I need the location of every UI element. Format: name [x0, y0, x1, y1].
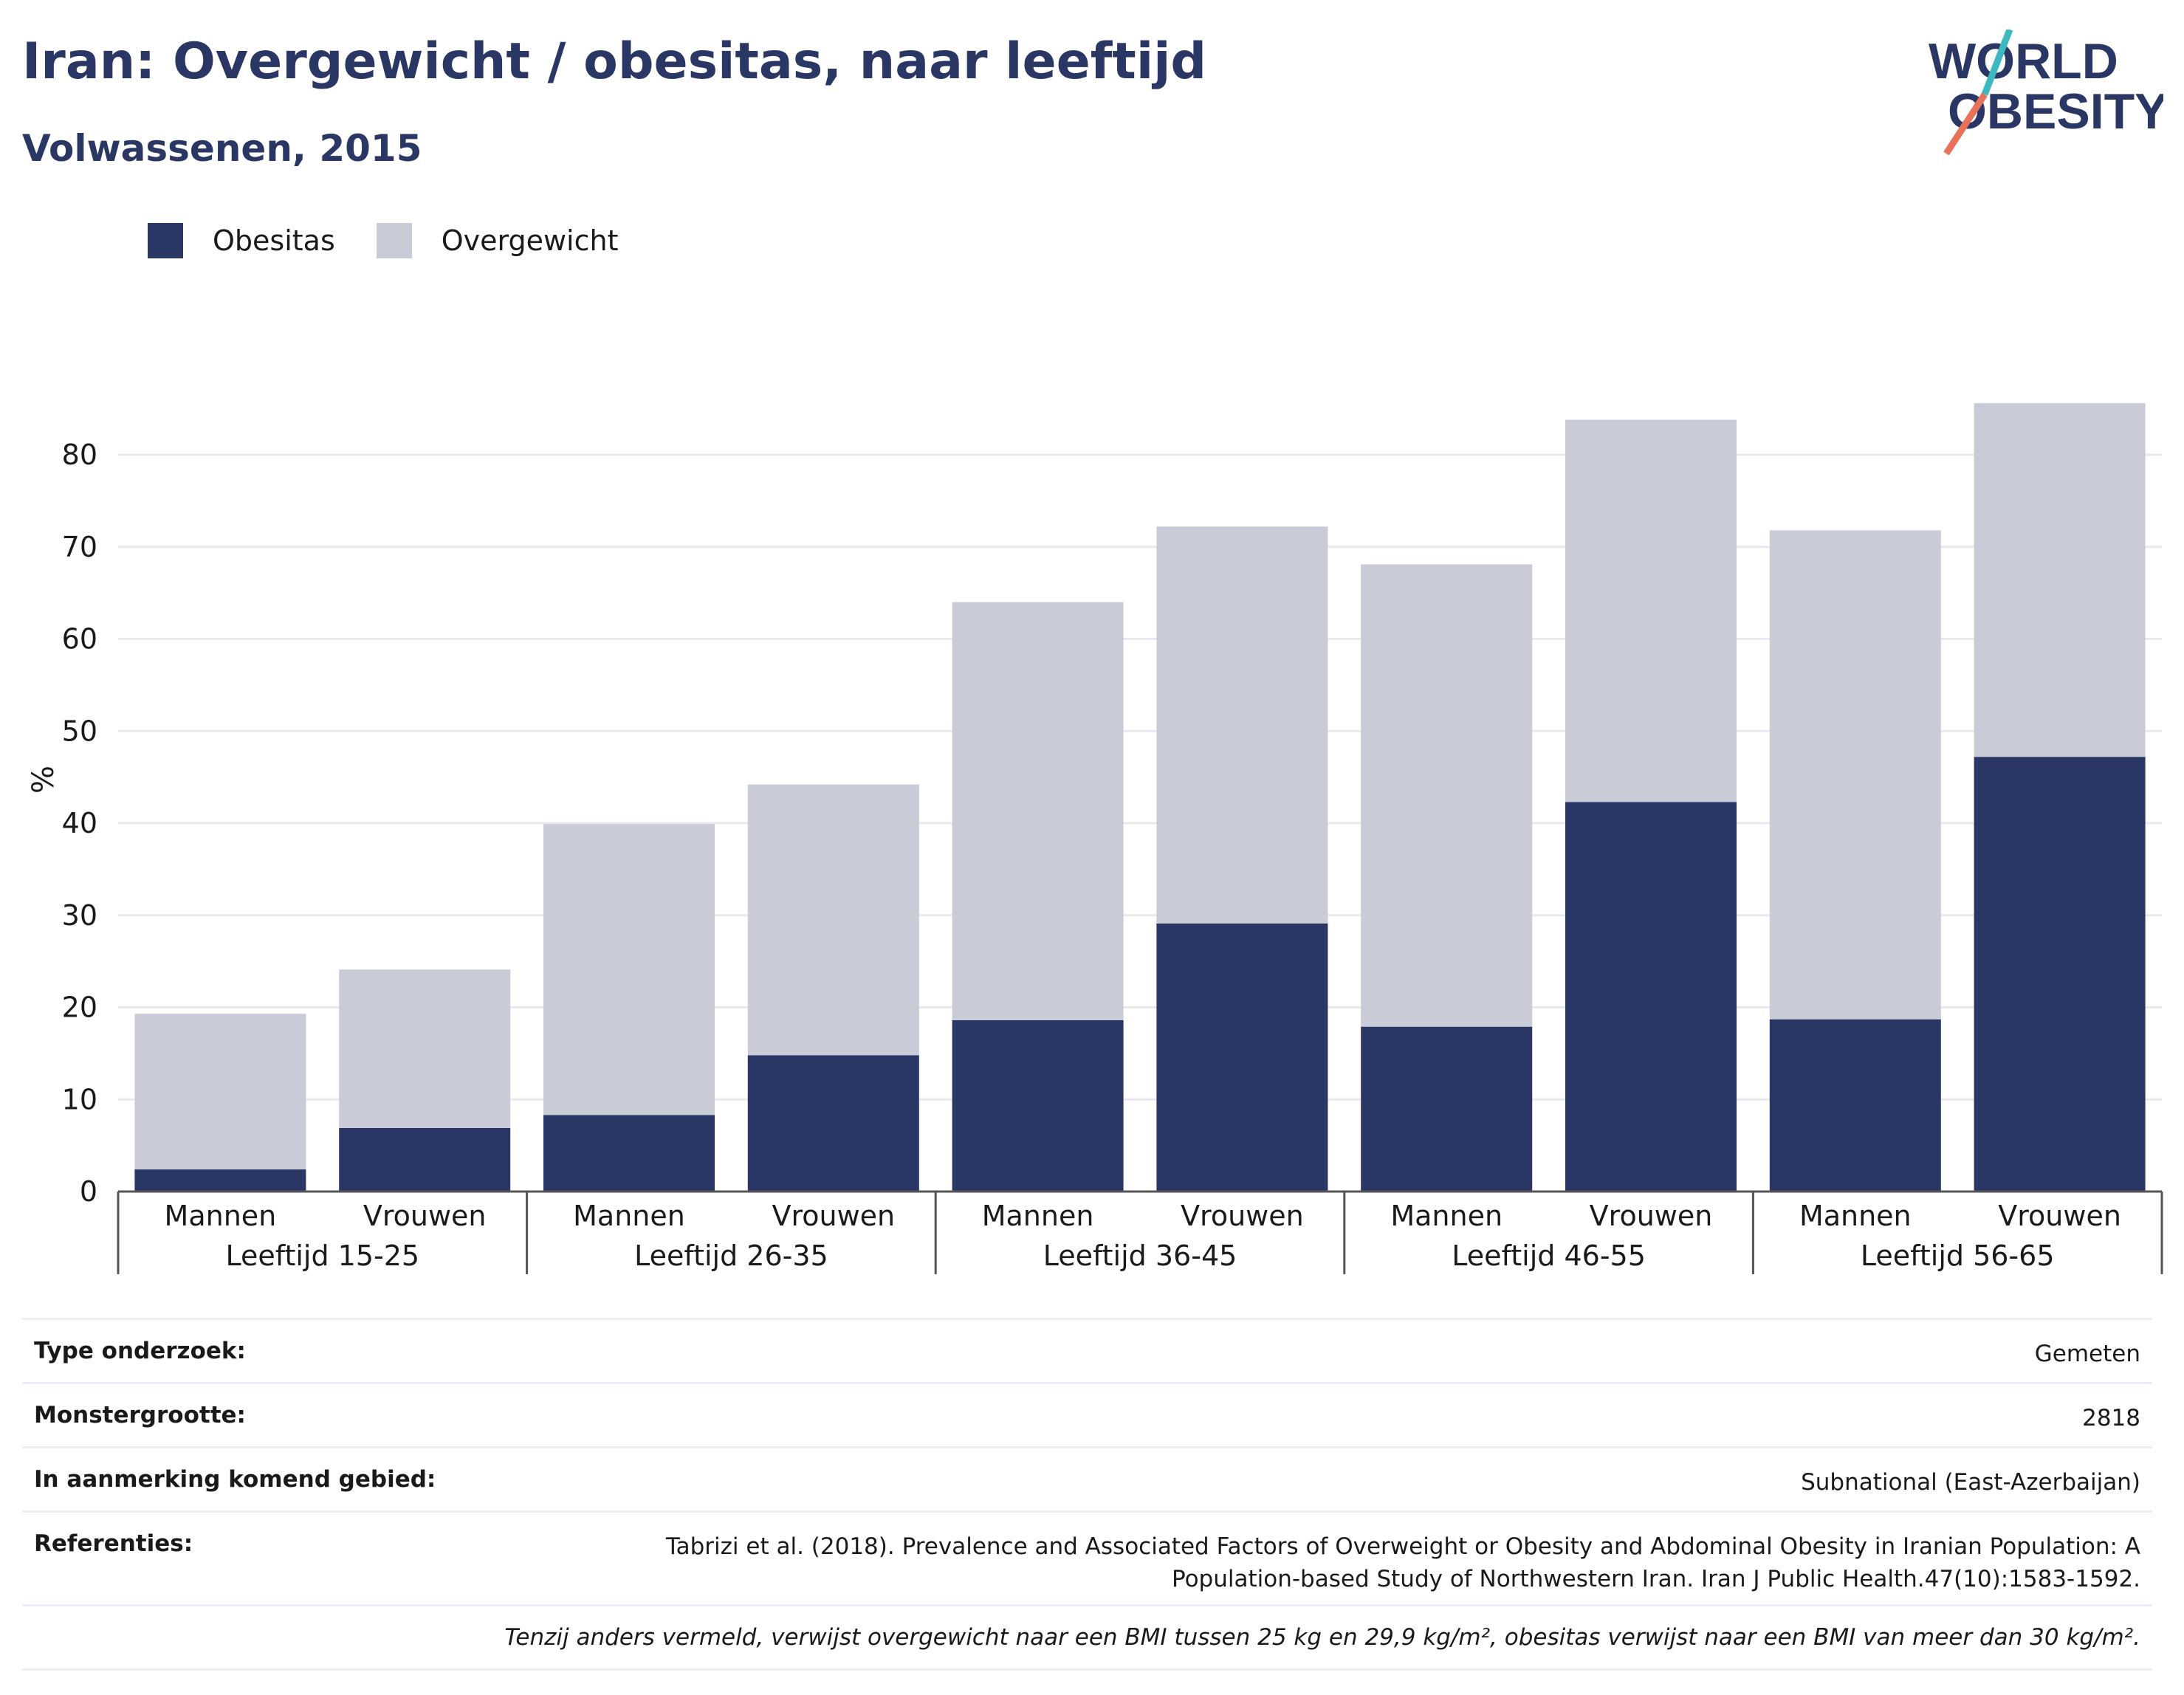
x-tick-label: Vrouwen	[1590, 1200, 1713, 1232]
legend-item-obesitas[interactable]: Obesitas	[148, 223, 335, 258]
bar-obesitas-4	[952, 1020, 1124, 1192]
legend-label-obesitas: Obesitas	[213, 224, 335, 257]
chart-legend: Obesitas Overgewicht	[148, 221, 660, 260]
x-tick-label: Mannen	[1390, 1200, 1503, 1232]
legend-item-overgewicht[interactable]: Overgewicht	[376, 223, 619, 258]
bar-obesitas-8	[1769, 1019, 1941, 1192]
definition-note: Tenzij anders vermeld, verwijst overgewi…	[504, 1624, 2140, 1651]
bar-obesitas-9	[1974, 757, 2146, 1192]
bar-obesitas-5	[1156, 923, 1328, 1192]
meta-key-type: Type onderzoek:	[34, 1338, 246, 1364]
logo-line1: WORLD	[1929, 33, 2118, 89]
meta-key-area: In aanmerking komend gebied:	[34, 1466, 436, 1493]
meta-val-sample-size: 2818	[2082, 1405, 2140, 1431]
bar-overgewicht-8	[1769, 530, 1941, 1020]
stacked-bar-chart: 0 10 20 30 40 50 60 70 80% Mannen Vrouwen Mannen Vro…	[27, 403, 2163, 1274]
bar-overgewicht-3	[747, 784, 919, 1056]
bar-overgewicht-5	[1156, 526, 1328, 924]
logo-slash-coral	[1943, 92, 1988, 155]
meta-row-note: Tenzij anders vermeld, verwijst overgewi…	[22, 1604, 2152, 1671]
group-label: Leeftijd 56-65	[1861, 1240, 2055, 1272]
y-tick-label: 60	[62, 623, 97, 656]
y-tick-label: 50	[62, 715, 97, 747]
group-label: Leeftijd 26-35	[634, 1240, 828, 1272]
reference-line-1: Tabrizi et al. (2018). Prevalence and As…	[665, 1533, 2140, 1560]
meta-key-references: Referenties:	[34, 1530, 193, 1557]
y-tick-label: 20	[62, 991, 97, 1024]
y-tick-label: 0	[80, 1175, 97, 1208]
bar-overgewicht-1	[339, 969, 511, 1128]
logo-slash-teal	[1981, 30, 2013, 96]
meta-val-area: Subnational (East-Azerbaijan)	[1801, 1469, 2140, 1496]
page-subtitle: Volwassenen, 2015	[22, 127, 422, 170]
bar-overgewicht-7	[1565, 419, 1737, 802]
bar-overgewicht-2	[543, 824, 715, 1115]
y-tick-label: 40	[62, 807, 97, 839]
bar-obesitas-2	[543, 1115, 715, 1192]
y-axis-label: %	[27, 766, 61, 794]
page-title: Iran: Overgewicht / obesitas, naar leeft…	[22, 32, 1207, 91]
legend-swatch-obesitas	[148, 223, 183, 258]
bar-overgewicht-9	[1974, 403, 2146, 757]
x-tick-label: Vrouwen	[1181, 1200, 1304, 1232]
meta-row-type: Type onderzoek: Gemeten	[22, 1318, 2152, 1382]
y-tick-label: 10	[62, 1083, 97, 1115]
bar-overgewicht-0	[134, 1014, 306, 1170]
y-tick-label: 70	[62, 531, 97, 563]
x-tick-label: Mannen	[573, 1200, 685, 1232]
legend-swatch-overgewicht	[376, 223, 412, 258]
bar-obesitas-6	[1361, 1026, 1533, 1192]
bar-obesitas-1	[339, 1127, 511, 1192]
legend-label-overgewicht: Overgewicht	[441, 224, 619, 257]
bar-overgewicht-6	[1361, 564, 1533, 1027]
meta-val-type: Gemeten	[2034, 1341, 2140, 1367]
world-obesity-logo: WORLD OBESITY	[1929, 30, 2163, 155]
group-label: Leeftijd 15-25	[225, 1240, 419, 1272]
bar-overgewicht-4	[952, 602, 1124, 1020]
group-label: Leeftijd 36-45	[1043, 1240, 1237, 1272]
meta-val-references: Tabrizi et al. (2018). Prevalence and As…	[666, 1530, 2140, 1595]
meta-row-references: Referenties: Tabrizi et al. (2018). Prev…	[22, 1510, 2152, 1604]
bar-obesitas-7	[1565, 802, 1737, 1192]
bar-obesitas-0	[134, 1169, 306, 1192]
meta-key-sample-size: Monstergrootte:	[34, 1402, 246, 1428]
group-label: Leeftijd 46-55	[1452, 1240, 1646, 1272]
x-tick-label: Mannen	[165, 1200, 277, 1232]
bar-obesitas-3	[747, 1055, 919, 1192]
reference-line-2: Population-based Study of Northwestern I…	[1171, 1566, 2140, 1592]
metadata-table: Type onderzoek: Gemeten Monstergrootte: …	[22, 1318, 2152, 1671]
x-tick-label: Mannen	[1799, 1200, 1912, 1232]
meta-row-area: In aanmerking komend gebied: Subnational…	[22, 1446, 2152, 1510]
x-tick-label: Vrouwen	[363, 1200, 487, 1232]
meta-row-sample-size: Monstergrootte: 2818	[22, 1382, 2152, 1446]
x-tick-label: Mannen	[982, 1200, 1094, 1232]
x-tick-label: Vrouwen	[772, 1200, 895, 1232]
x-tick-label: Vrouwen	[1998, 1200, 2121, 1232]
y-tick-label: 80	[62, 439, 97, 471]
y-tick-label: 30	[62, 899, 97, 932]
